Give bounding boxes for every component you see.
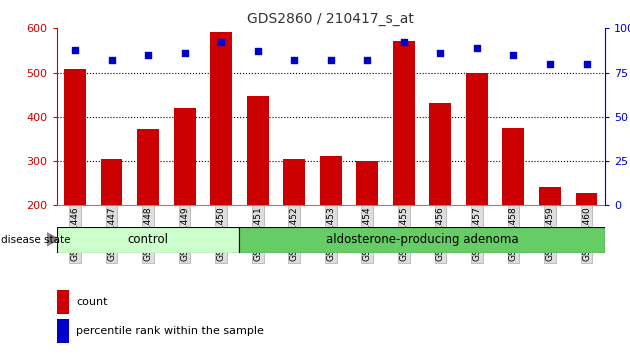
Bar [57, 290, 69, 314]
Point [472, 45, 482, 51]
Bar [539, 187, 561, 205]
Bar [393, 41, 415, 205]
Bar [57, 319, 69, 343]
Point [545, 61, 555, 67]
Point [216, 40, 226, 45]
Point [106, 57, 117, 63]
Text: percentile rank within the sample: percentile rank within the sample [76, 326, 264, 336]
Bar [466, 74, 488, 205]
Point [435, 50, 445, 56]
Point [70, 47, 80, 52]
Point [399, 40, 409, 45]
Polygon shape [47, 233, 59, 246]
Point [508, 52, 518, 58]
Point [143, 52, 153, 58]
Bar [57, 227, 239, 253]
Bar [101, 159, 122, 205]
Text: control: control [127, 233, 169, 246]
Bar [247, 96, 268, 205]
Bar [357, 161, 378, 205]
Text: aldosterone-producing adenoma: aldosterone-producing adenoma [326, 233, 518, 246]
Bar [503, 128, 524, 205]
Bar [64, 69, 86, 205]
Point [180, 50, 190, 56]
Point [362, 57, 372, 63]
Bar [430, 103, 451, 205]
Bar [320, 156, 341, 205]
Bar [576, 193, 597, 205]
Bar [137, 129, 159, 205]
Bar [174, 108, 195, 205]
Point [253, 48, 263, 54]
Bar [284, 159, 305, 205]
Point [326, 57, 336, 63]
Text: disease state: disease state [1, 235, 71, 245]
Bar [239, 227, 605, 253]
Text: count: count [76, 297, 107, 307]
Title: GDS2860 / 210417_s_at: GDS2860 / 210417_s_at [248, 12, 414, 26]
Bar [210, 32, 232, 205]
Point [289, 57, 299, 63]
Point [581, 61, 592, 67]
